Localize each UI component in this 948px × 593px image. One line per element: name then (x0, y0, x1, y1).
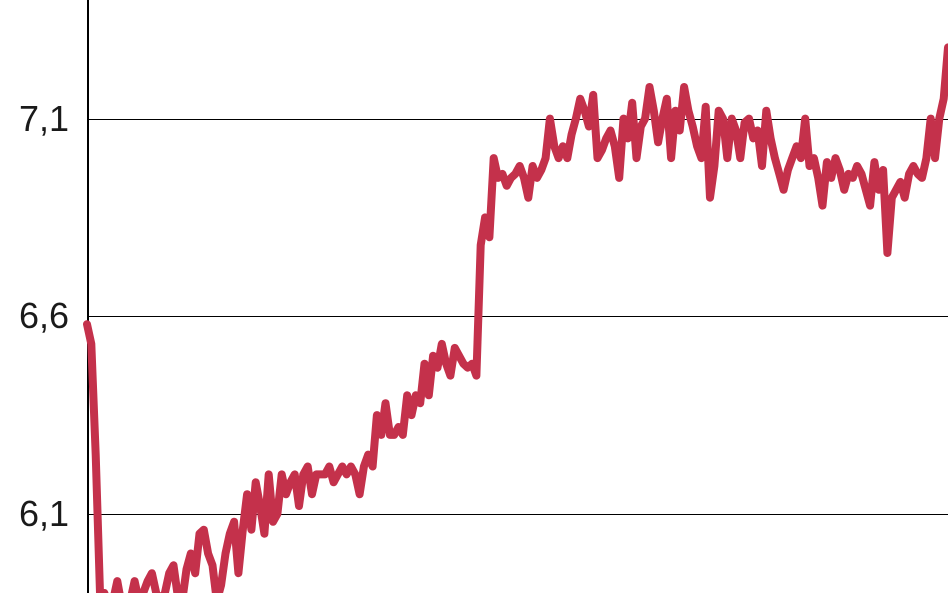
plot-area (0, 0, 948, 593)
series-line (87, 47, 948, 593)
line-chart: 7,16,66,1 (0, 0, 948, 593)
